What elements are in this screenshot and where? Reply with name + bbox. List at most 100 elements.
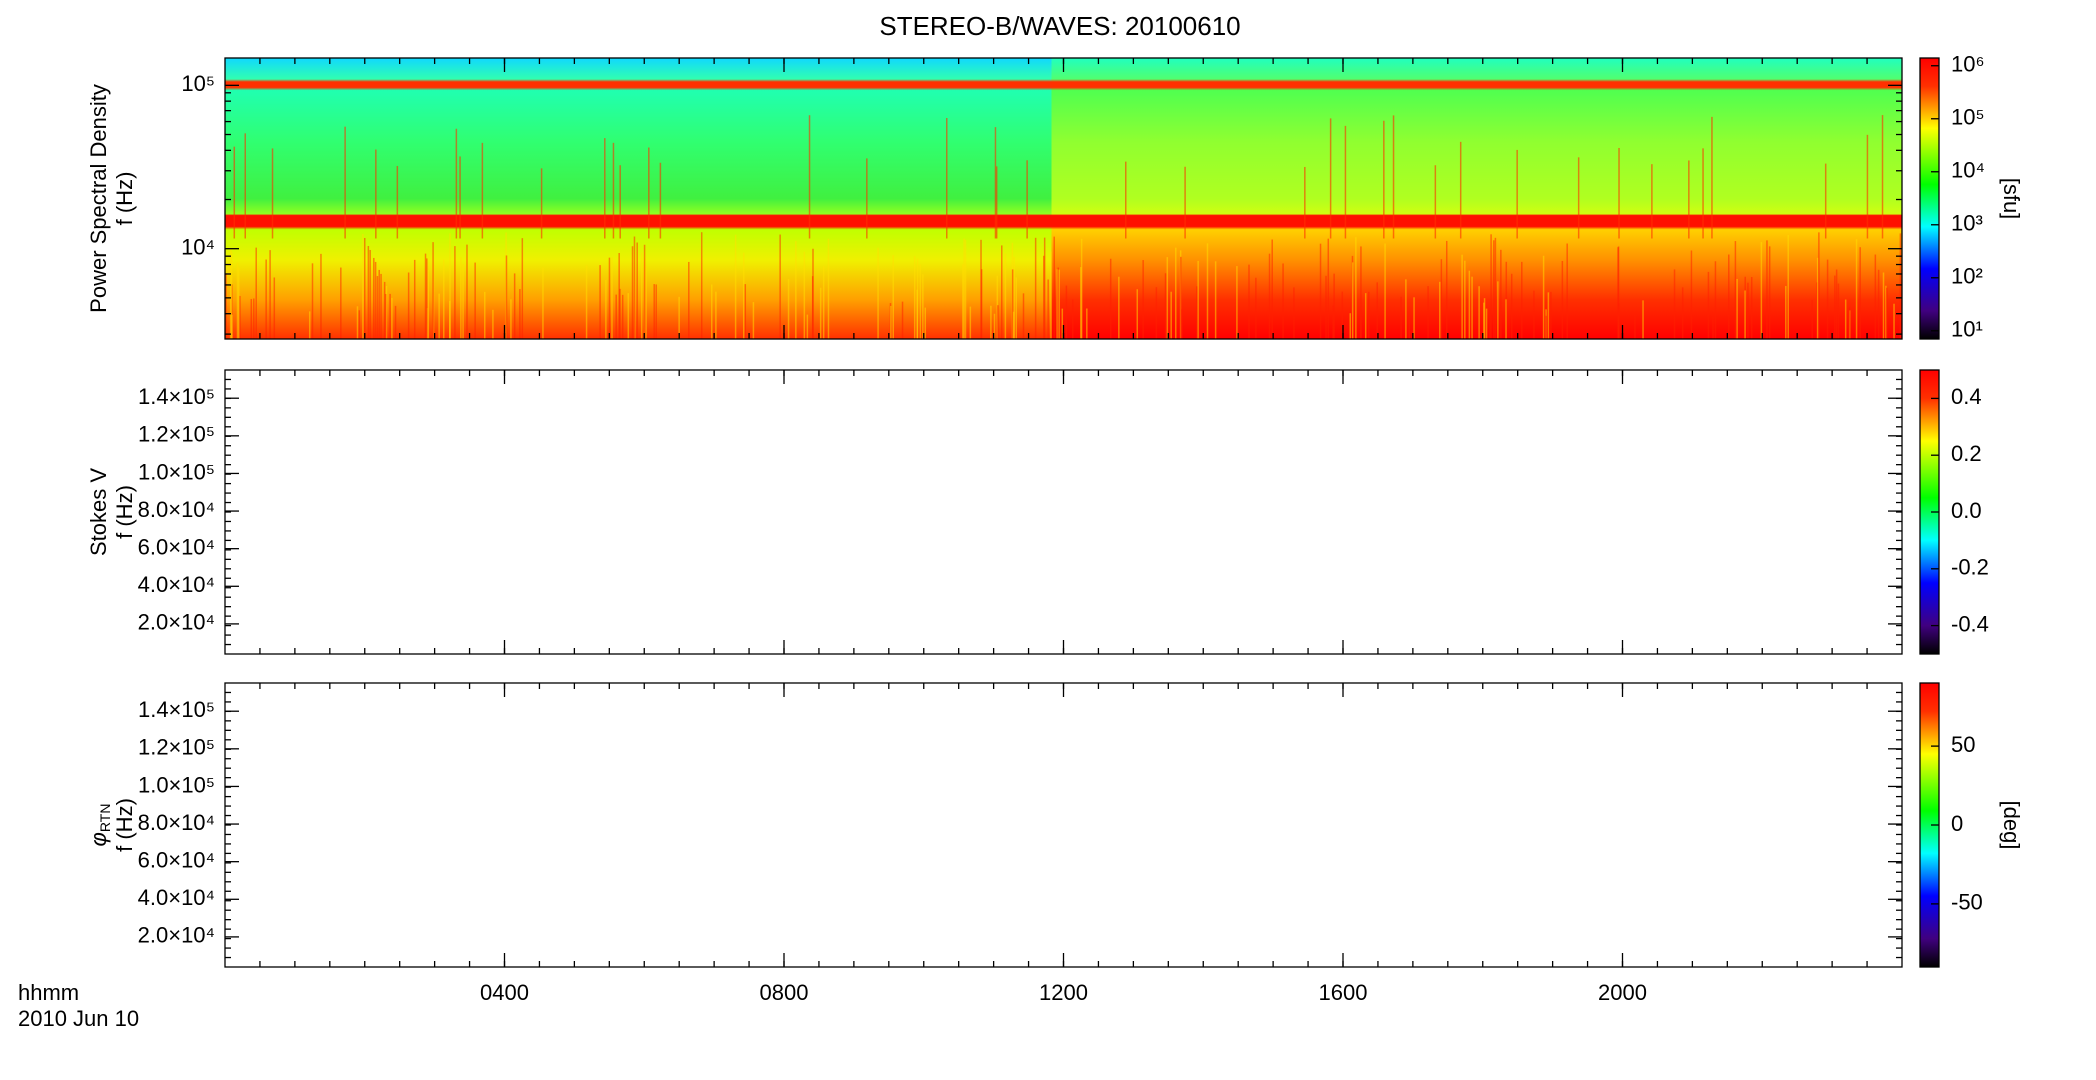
spectrogram-texture (474, 262, 476, 339)
spectrogram-texture (611, 257, 613, 339)
spectrogram-texture (1341, 291, 1344, 339)
spectrogram-texture (1848, 307, 1851, 339)
spectrogram-texture (608, 257, 611, 339)
spectrogram-texture (1206, 243, 1209, 339)
spectrogram-texture (1785, 285, 1787, 339)
spectrogram-texture (995, 166, 998, 239)
spectrogram-texture (244, 133, 246, 239)
spectrogram-texture (1344, 125, 1347, 239)
spectrogram-texture (1490, 234, 1492, 339)
spectrogram-texture (1855, 239, 1858, 339)
spectrogram-texture (1899, 233, 1902, 339)
spectrogram-texture (1712, 312, 1714, 339)
spectrogram-texture (369, 249, 371, 339)
spectrogram-texture (1881, 115, 1884, 239)
spectrogram-texture (1837, 283, 1840, 339)
spectrogram-texture (822, 266, 825, 339)
spectrogram-texture (655, 284, 657, 339)
plot-frame (224, 369, 1903, 655)
y-tick-label: 2.0×10⁴ (138, 610, 215, 635)
spectrogram-texture (969, 306, 972, 339)
spectrogram-texture (449, 233, 451, 339)
spectrogram-texture (744, 284, 747, 339)
spectrogram-texture (919, 264, 922, 339)
spectrogram-texture (394, 305, 397, 339)
y-axis-label: Power Spectral Density f (Hz) (86, 84, 137, 313)
colorbar-tick-label: 0.4 (1951, 384, 1982, 409)
y-tick-label: 1.0×10⁵ (138, 772, 215, 797)
spectrogram-texture (454, 246, 456, 339)
spectrogram-texture (806, 314, 809, 339)
spectrogram-texture (505, 255, 508, 339)
spectrogram-texture (378, 269, 380, 339)
colorbar-tick-label: 10⁶ (1951, 52, 1985, 77)
spectrogram-texture (1440, 259, 1443, 339)
spectrogram-texture (1787, 235, 1789, 339)
spectrogram-texture (374, 261, 377, 339)
colorbar-label: [sfu] (1999, 178, 2024, 220)
spectrogram-texture (438, 293, 440, 339)
spectrogram-texture (1690, 250, 1693, 339)
spectrogram-texture (396, 165, 399, 239)
spectrogram-texture (385, 285, 388, 339)
x-tick-label: 0400 (480, 980, 529, 1005)
spectrogram-texture (481, 142, 484, 239)
y-tick-label: 2.0×10⁴ (138, 923, 215, 948)
spectrogram-texture (1673, 269, 1676, 339)
spectrogram-texture (1550, 291, 1552, 339)
spectrogram-texture (540, 168, 543, 239)
spectrogram-texture (1355, 237, 1357, 339)
spectrogram-texture (1533, 290, 1535, 339)
spectrogram-texture (376, 276, 379, 339)
spectrogram-texture (643, 244, 646, 339)
y-tick-label: 1.0×10⁵ (138, 459, 215, 484)
spectrogram-texture (1271, 239, 1273, 339)
colorbar-label: [deg] (1999, 801, 2024, 850)
spectrogram-texture (653, 284, 655, 339)
spectrogram-texture (1333, 273, 1335, 339)
spectrogram-texture (1282, 263, 1284, 339)
spectrogram-texture (700, 232, 703, 339)
spectrogram-texture (1015, 277, 1018, 339)
spectrogram-texture (1734, 241, 1737, 339)
spectrogram-texture (1268, 253, 1271, 339)
colorbar-tick-label: 0.0 (1951, 498, 1982, 523)
spectrogram-texture (1319, 243, 1322, 339)
spectrogram-texture (1760, 242, 1763, 339)
spectrogram-texture (1510, 273, 1513, 339)
y-axis-label-line: f (Hz) (112, 172, 137, 226)
spectrogram-texture (1688, 160, 1690, 239)
spectrogram-texture (1768, 246, 1771, 339)
spectrogram-texture (443, 259, 445, 339)
spectrogram-texture (1877, 269, 1880, 339)
spectrogram-texture (997, 305, 999, 339)
spectrogram-texture (1236, 266, 1238, 339)
spectrogram-texture (413, 259, 416, 339)
x-tick-label: 2000 (1598, 980, 1647, 1005)
spectrogram-texture (233, 146, 236, 239)
spectrogram-texture (1545, 315, 1548, 339)
spectrogram-texture (1026, 160, 1028, 239)
colorbar-tick-label: 10¹ (1951, 317, 1983, 342)
spectrogram-texture (1547, 292, 1550, 339)
chart-title: STEREO-B/WAVES: 20100610 (879, 11, 1240, 41)
y-tick-label: 4.0×10⁴ (138, 572, 215, 597)
spectrogram-texture (273, 277, 276, 339)
spectrogram-texture (743, 252, 745, 339)
colorbar (1919, 57, 1940, 340)
spectrogram-texture (1439, 281, 1441, 339)
x-tick-label: 1600 (1319, 980, 1368, 1005)
spectrogram-texture (1835, 269, 1838, 339)
spectrogram-texture (1360, 246, 1362, 339)
spectrogram-texture (803, 251, 806, 339)
spectrogram-texture (1500, 249, 1502, 339)
spectrogram-texture (424, 253, 427, 339)
spectrogram-texture (715, 291, 717, 339)
spectrogram-texture (1824, 163, 1827, 239)
spectrogram-texture (1180, 256, 1182, 339)
spectrogram-texture (612, 142, 615, 239)
spectrogram-texture (1561, 260, 1564, 339)
y-tick-label: 8.0×10⁴ (138, 497, 215, 522)
